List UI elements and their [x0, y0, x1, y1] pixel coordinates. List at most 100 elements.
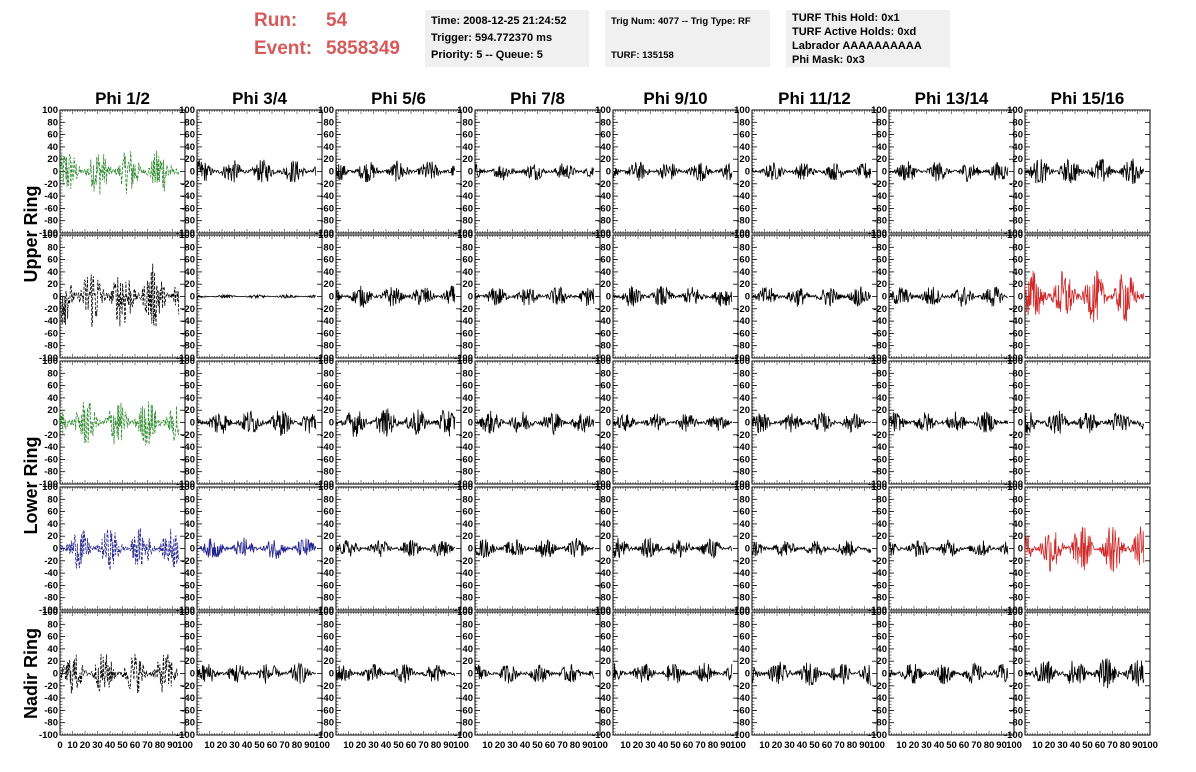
y-tick-label: 40 [47, 267, 58, 278]
waveform-trace [59, 263, 180, 328]
y-tick-label: 100 [595, 105, 611, 116]
y-tick-label: -100 [176, 353, 195, 364]
y-tick-label: 20 [1012, 154, 1023, 165]
y-tick-label: 0 [329, 544, 334, 555]
y-tick-label: 80 [184, 368, 195, 379]
y-tick-label: -100 [454, 228, 473, 239]
y-tick-label: -80 [181, 467, 195, 478]
y-tick-label: -40 [44, 191, 58, 202]
y-tick-label: 20 [184, 279, 195, 290]
y-tick-label: 80 [462, 494, 473, 505]
y-tick-label: 100 [318, 482, 334, 493]
y-tick-label: 20 [184, 154, 195, 165]
y-tick-label: 20 [323, 405, 334, 416]
y-tick-label: 60 [739, 255, 750, 266]
y-tick-label: 20 [739, 154, 750, 165]
y-tick-label: 100 [1007, 356, 1023, 367]
y-tick-label: 40 [1012, 267, 1023, 278]
y-tick-label: -60 [181, 580, 195, 591]
y-tick-label: -20 [44, 430, 58, 441]
y-tick-label: -20 [459, 179, 473, 190]
y-tick-label: 0 [190, 418, 195, 429]
y-tick-label: -100 [868, 479, 887, 490]
y-tick-label: -80 [459, 593, 473, 604]
y-tick-label: -20 [44, 179, 58, 190]
y-tick-label: 60 [876, 130, 887, 141]
y-tick-label: -80 [181, 593, 195, 604]
y-tick-label: -20 [44, 304, 58, 315]
y-tick-label: -40 [44, 568, 58, 579]
y-tick-label: 0 [745, 167, 750, 178]
y-tick-label: -60 [181, 328, 195, 339]
y-tick-label: 40 [876, 142, 887, 153]
y-tick-label: 20 [876, 279, 887, 290]
y-tick-label: 0 [329, 167, 334, 178]
y-tick-label: 20 [876, 154, 887, 165]
y-tick-label: -100 [315, 605, 334, 616]
y-tick-label: -100 [592, 605, 611, 616]
y-tick-label: -60 [597, 454, 611, 465]
y-tick-label: 80 [600, 368, 611, 379]
y-tick-label: 80 [876, 117, 887, 128]
y-tick-label: -40 [320, 191, 334, 202]
y-tick-label: 100 [318, 230, 334, 241]
y-tick-label: 40 [323, 267, 334, 278]
y-tick-label: -60 [459, 454, 473, 465]
waveform-trace [196, 537, 317, 560]
y-tick-label: 60 [1012, 255, 1023, 266]
y-tick-label: 100 [457, 482, 473, 493]
column-title: Phi 1/2 [95, 89, 150, 108]
y-tick-label: 0 [329, 292, 334, 303]
y-tick-label: 80 [47, 368, 58, 379]
y-tick-label: -40 [459, 191, 473, 202]
y-tick-label: -100 [731, 228, 750, 239]
y-tick-label: 60 [462, 255, 473, 266]
y-tick-label: -100 [868, 228, 887, 239]
waveform-trace [612, 413, 733, 432]
y-tick-label: -100 [39, 605, 58, 616]
row-group-label: Lower Ring [21, 437, 41, 535]
y-tick-label: -60 [181, 203, 195, 214]
y-tick-label: 100 [179, 230, 195, 241]
y-tick-label: 60 [184, 255, 195, 266]
y-tick-label: -80 [459, 216, 473, 227]
y-tick-label: -80 [181, 341, 195, 352]
y-tick-label: 60 [876, 381, 887, 392]
y-tick-label: -80 [1009, 216, 1023, 227]
y-tick-label: 80 [739, 117, 750, 128]
y-tick-label: 20 [47, 531, 58, 542]
y-tick-label: 60 [184, 507, 195, 518]
y-tick-label: 100 [179, 105, 195, 116]
y-tick-label: 100 [318, 356, 334, 367]
y-tick-label: 0 [882, 418, 887, 429]
column-title: Phi 13/14 [915, 89, 989, 108]
y-tick-label: 100 [42, 230, 58, 241]
y-tick-label: 80 [47, 494, 58, 505]
y-tick-label: -40 [459, 442, 473, 453]
y-tick-label: -60 [873, 203, 887, 214]
y-tick-label: -80 [459, 341, 473, 352]
y-tick-label: -20 [459, 304, 473, 315]
y-tick-label: 100 [179, 482, 195, 493]
waveform-trace [888, 286, 1009, 307]
y-tick-label: -100 [39, 479, 58, 490]
y-tick-label: 20 [1012, 405, 1023, 416]
y-tick-label: -80 [597, 467, 611, 478]
y-tick-label: -100 [454, 479, 473, 490]
y-tick-label: 60 [323, 507, 334, 518]
y-tick-label: 60 [876, 255, 887, 266]
y-tick-label: 0 [468, 167, 473, 178]
y-tick-label: 100 [1007, 230, 1023, 241]
y-tick-label: 20 [739, 279, 750, 290]
y-tick-label: 60 [600, 255, 611, 266]
y-tick-label: -80 [873, 341, 887, 352]
y-tick-label: -60 [736, 203, 750, 214]
y-tick-label: -80 [736, 467, 750, 478]
column-title: Phi 9/10 [643, 89, 707, 108]
waveform-trace [335, 285, 456, 309]
y-tick-label: -80 [873, 467, 887, 478]
y-tick-label: -60 [736, 454, 750, 465]
y-tick-label: 80 [184, 117, 195, 128]
y-tick-label: 0 [1018, 167, 1023, 178]
y-tick-label: -100 [315, 479, 334, 490]
